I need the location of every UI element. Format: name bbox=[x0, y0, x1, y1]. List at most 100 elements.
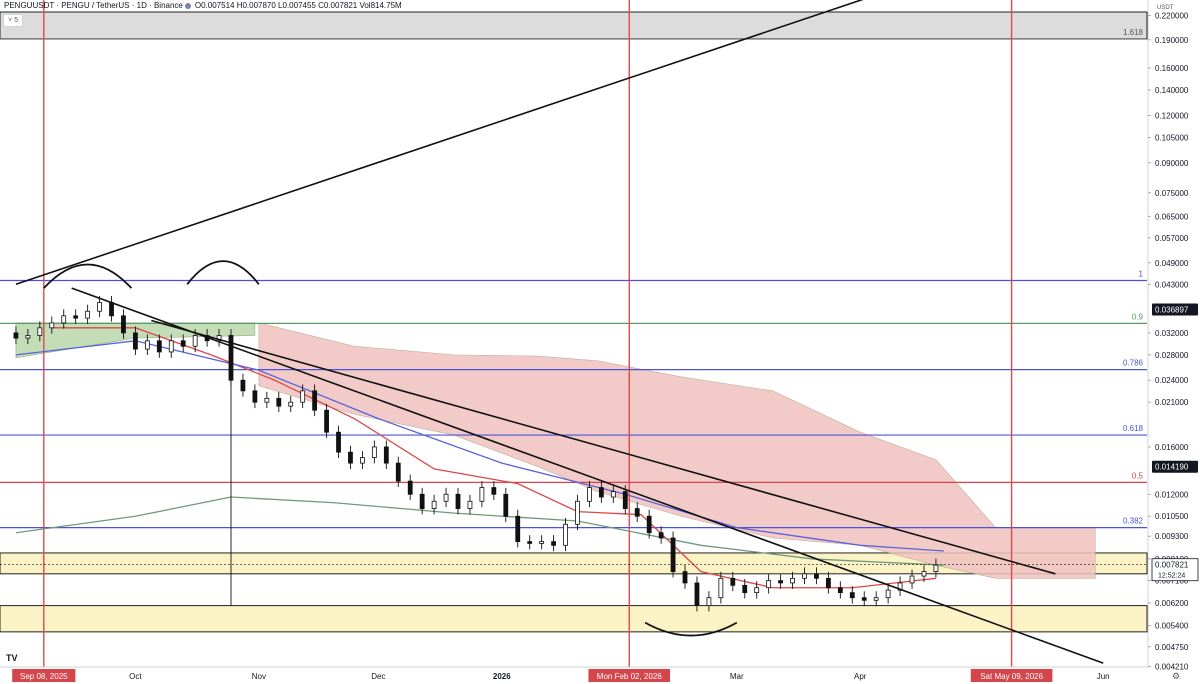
candle-body bbox=[634, 508, 640, 517]
candle-body bbox=[25, 335, 31, 339]
price-tag-label: 0.014190 bbox=[1155, 463, 1189, 472]
candle-body bbox=[336, 431, 341, 453]
zone-band bbox=[0, 552, 1148, 575]
fib-ratio-label: 0.5 bbox=[1132, 471, 1144, 480]
symbol-label[interactable]: PENGUUSDT · PENGU / TetherUS · 1D · Bina… bbox=[4, 1, 183, 10]
candle-body bbox=[790, 577, 795, 584]
fib-ratio-label: 0.9 bbox=[1132, 312, 1144, 321]
candle-body bbox=[264, 397, 270, 403]
candle-body bbox=[551, 541, 556, 546]
tradingview-logo-icon: TV bbox=[6, 653, 18, 663]
y-tick-label: 0.016000 bbox=[1155, 443, 1189, 452]
x-tick-label: Jun bbox=[1097, 672, 1110, 681]
candle-body bbox=[300, 390, 306, 403]
candle-body bbox=[360, 457, 365, 464]
y-tick-label: 0.004210 bbox=[1155, 663, 1189, 672]
countdown-label: 12:52:24 bbox=[1158, 573, 1185, 580]
fib-ratio-label: 0.786 bbox=[1123, 359, 1144, 368]
y-tick-label: 0.032000 bbox=[1155, 329, 1189, 338]
candle-body bbox=[13, 332, 19, 339]
collapse-legend-button[interactable]: ˅ 5 bbox=[3, 14, 23, 27]
x-tick-label: Nov bbox=[252, 672, 266, 681]
x-tick-label: 2026 bbox=[493, 672, 511, 681]
candle-body bbox=[909, 575, 915, 584]
candle-body bbox=[312, 390, 318, 411]
candle-body bbox=[742, 584, 748, 594]
candle-body bbox=[133, 332, 138, 350]
trendline bbox=[15, 0, 864, 286]
y-tick-label: 0.090000 bbox=[1155, 159, 1189, 168]
y-tick-label: 0.075000 bbox=[1155, 189, 1189, 198]
candle-body bbox=[180, 340, 186, 347]
y-tick-label: 0.005400 bbox=[1155, 622, 1189, 631]
candle-body bbox=[73, 315, 79, 319]
candle-body bbox=[443, 493, 449, 502]
zone-band bbox=[0, 605, 1148, 633]
candle-body bbox=[395, 462, 401, 482]
candle-body bbox=[861, 597, 867, 601]
candle-body bbox=[682, 571, 688, 584]
y-tick-label: 0.160000 bbox=[1155, 64, 1189, 73]
y-tick-label: 0.006200 bbox=[1155, 599, 1189, 608]
candle-body bbox=[670, 537, 676, 573]
y-tick-label: 0.065000 bbox=[1155, 212, 1189, 221]
y-tick-label: 0.105000 bbox=[1155, 133, 1189, 142]
candle-body bbox=[587, 487, 592, 502]
candle-body bbox=[718, 577, 724, 599]
candle-body bbox=[825, 577, 831, 589]
date-tag-bg bbox=[12, 669, 76, 682]
x-date-label: Sep 08, 2025 bbox=[20, 672, 68, 681]
moving-average-line bbox=[15, 496, 944, 566]
candle-body bbox=[121, 315, 126, 334]
y-tick-label: 0.057000 bbox=[1155, 234, 1189, 243]
price-tag-bg bbox=[1152, 303, 1198, 316]
candle-body bbox=[802, 573, 807, 579]
settings-icon: ⚙ bbox=[1172, 672, 1180, 682]
date-tag-bg bbox=[588, 669, 671, 682]
candle-body bbox=[168, 340, 174, 353]
candle-body bbox=[730, 577, 736, 586]
candle-body bbox=[455, 493, 461, 509]
candle-body bbox=[897, 582, 903, 591]
candle-body bbox=[144, 340, 150, 350]
x-date-label: Mon Feb 02, 2026 bbox=[597, 672, 662, 681]
x-tick-label: Apr bbox=[854, 672, 867, 681]
price-tag-label: 0.036897 bbox=[1155, 305, 1189, 314]
candle-body bbox=[371, 446, 377, 458]
x-tick-label: Mar bbox=[730, 672, 744, 681]
last-price-label: 0.007821 bbox=[1155, 561, 1189, 570]
price-tag-bg bbox=[1152, 460, 1198, 473]
status-dot-icon bbox=[184, 2, 191, 9]
candle-body bbox=[706, 597, 712, 606]
candle-body bbox=[109, 302, 114, 317]
candle-body bbox=[85, 310, 91, 319]
candle-body bbox=[610, 491, 616, 498]
annotation-arc bbox=[644, 621, 738, 637]
time-axis[interactable]: Sep 08, 2025 Oct Nov Dec 2026 Mon Feb 02, 202… bbox=[0, 653, 1180, 684]
y-tick-label: 0.010500 bbox=[1155, 512, 1189, 521]
candle-body bbox=[814, 573, 819, 579]
y-tick-label: 0.049000 bbox=[1155, 259, 1189, 268]
y-tick-label: 0.028000 bbox=[1155, 351, 1189, 360]
candle-body bbox=[646, 515, 652, 534]
annotation-arc bbox=[186, 260, 260, 285]
candle-body bbox=[658, 532, 664, 539]
candle-body bbox=[527, 541, 533, 544]
trendlines-layer bbox=[0, 0, 1147, 664]
candle-body bbox=[479, 487, 485, 502]
candle-body bbox=[407, 480, 413, 495]
candle-body bbox=[383, 446, 389, 464]
candle-body bbox=[766, 580, 772, 589]
y-tick-label: 0.009300 bbox=[1155, 532, 1189, 541]
candle-body bbox=[873, 597, 879, 601]
symbol-header: PENGUUSDT · PENGU / TetherUS · 1D · Bina… bbox=[4, 1, 402, 10]
candles-layer bbox=[13, 296, 939, 612]
candle-body bbox=[563, 523, 568, 546]
ohlc-values: O0.007514 H0.007870 L0.007455 C0.007821 … bbox=[194, 1, 402, 10]
candle-body bbox=[49, 322, 55, 329]
fib-ratio-label: 1 bbox=[1139, 269, 1144, 278]
trendline bbox=[71, 287, 1104, 664]
candle-body bbox=[837, 587, 843, 594]
